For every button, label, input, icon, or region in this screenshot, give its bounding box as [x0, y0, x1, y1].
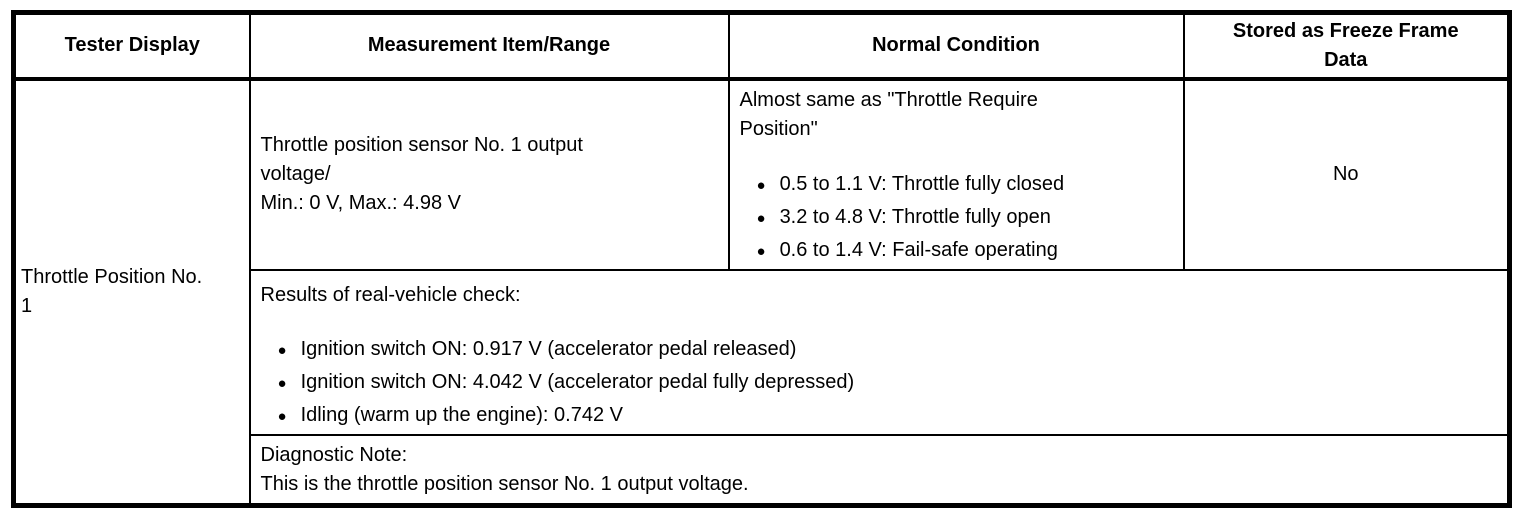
bullet-text: 3.2 to 4.8 V: Throttle fully open: [779, 205, 1051, 228]
normal-condition-intro: Almost same as "Throttle Require Positio…: [739, 88, 1038, 140]
bullet-icon: ●: [756, 209, 766, 227]
list-item: ● Idling (warm up the engine): 0.742 V: [261, 401, 1500, 431]
cell-real-vehicle-check: Results of real-vehicle check: ● Ignitio…: [248, 268, 1511, 436]
bullet-text: Ignition switch ON: 4.042 V (accelerator…: [300, 370, 855, 393]
table-row-main: Throttle Position No. 1 Throttle positio…: [12, 77, 1511, 507]
bullet-icon: ●: [756, 242, 766, 260]
results-intro: Results of real-vehicle check:: [260, 283, 521, 306]
header-measurement-item-range: Measurement Item/Range: [248, 11, 730, 81]
header-row: Tester Display Measurement Item/Range No…: [12, 11, 1511, 81]
bullet-text: Idling (warm up the engine): 0.742 V: [300, 403, 623, 426]
header-tester-display: Tester Display: [12, 11, 251, 81]
diagnostic-data-table: Tester Display Measurement Item/Range No…: [11, 10, 1512, 508]
list-item: ● 0.6 to 1.4 V: Fail-safe operating: [740, 236, 1177, 266]
list-item: ● Ignition switch ON: 4.042 V (accelerat…: [261, 368, 1500, 398]
list-item: ● 0.5 to 1.1 V: Throttle fully closed: [740, 170, 1177, 200]
bullet-text: 0.5 to 1.1 V: Throttle fully closed: [779, 172, 1065, 195]
cell-normal-condition: Almost same as "Throttle Require Positio…: [727, 77, 1185, 271]
header-freeze-frame-data: Stored as Freeze Frame Data: [1182, 11, 1511, 81]
table-row-results: Results of real-vehicle check: ● Ignitio…: [14, 268, 1511, 436]
bullet-text: Ignition switch ON: 0.917 V (accelerator…: [300, 337, 797, 360]
list-item: ● Ignition switch ON: 0.917 V (accelerat…: [261, 335, 1500, 365]
list-item: ● 3.2 to 4.8 V: Throttle fully open: [740, 203, 1177, 233]
bullet-icon: ●: [277, 341, 287, 359]
results-bullet-list: ● Ignition switch ON: 0.917 V (accelerat…: [261, 335, 1500, 431]
cell-freeze-frame-value: No: [1182, 77, 1511, 271]
bullet-icon: ●: [756, 176, 766, 194]
cell-measurement-item-range: Throttle position sensor No. 1 output vo…: [248, 77, 730, 271]
normal-condition-bullet-list: ● 0.5 to 1.1 V: Throttle fully closed ● …: [740, 170, 1177, 266]
header-normal-condition: Normal Condition: [727, 11, 1185, 81]
table-row-diagnostic-note: Diagnostic Note: This is the throttle po…: [14, 433, 1511, 507]
bullet-text: 0.6 to 1.4 V: Fail-safe operating: [779, 238, 1058, 261]
cell-diagnostic-note: Diagnostic Note: This is the throttle po…: [248, 433, 1511, 507]
bullet-icon: ●: [277, 374, 287, 392]
bullet-icon: ●: [277, 407, 287, 425]
cell-tester-display: Throttle Position No. 1: [12, 77, 251, 507]
